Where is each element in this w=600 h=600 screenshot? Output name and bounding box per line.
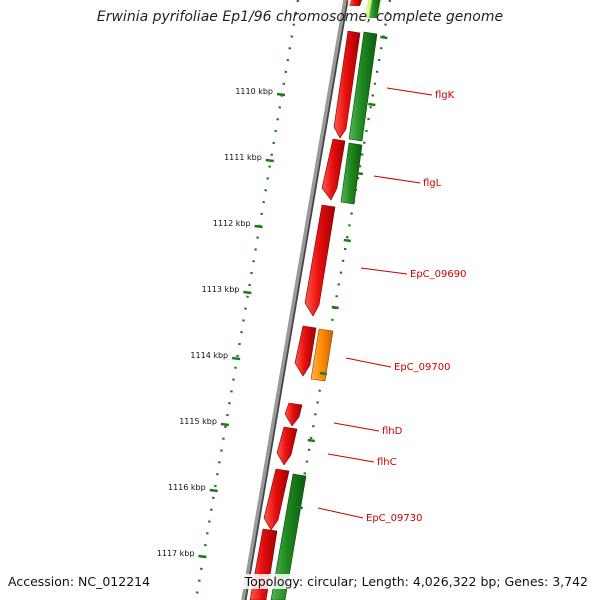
inner-track-mark [319,371,328,376]
gene-label-leader [333,422,380,432]
gene-label[interactable]: EpC_09690 [410,269,466,280]
gene-arrow [284,402,303,427]
inner-track-mark [368,102,376,107]
scale-tick [254,224,263,229]
scale-tick [243,290,252,295]
gene-label-leader [345,357,392,368]
gene-arrow [276,426,298,466]
gene-arrow [263,468,290,531]
scale-tick-label: 1110 kbp [235,87,273,96]
scale-tick [220,422,230,427]
scale-ticks: 1110 kbp 1111 kbp 1112 kbp 1113 kbp 1114 kbp… [157,35,388,559]
inner-track-mark [331,305,339,310]
scale-tick [265,158,274,163]
gene-label[interactable]: EpC_09730 [366,513,422,524]
gene-label[interactable]: flgK [435,90,455,101]
gene-label-leader [373,175,421,184]
gene-top-green-partial [369,0,380,18]
gene-label-leader [386,87,433,96]
gene-block [340,142,363,205]
topology-text: Topology: circular; Length: 4,026,322 bp… [242,574,590,589]
backbone [241,0,347,600]
gene-labels: flgK flgL EpC_09690 EpC_09700 flhD flhC EpC_09… [317,87,466,524]
accession-text: Accession: NC_012214 [8,574,151,589]
scale-tick-label: 1116 kbp [168,483,206,492]
inner-track-mark [343,238,351,243]
gene-label-leader [317,507,364,519]
scale-tick-label: 1117 kbp [157,549,195,558]
scale-tick-label: 1113 kbp [202,285,240,294]
gene-label[interactable]: EpC_09700 [394,362,450,373]
gene-label-leader [360,267,408,275]
gene-arrow [321,138,346,201]
inner-track-mark [307,438,315,443]
gene-label[interactable]: flhD [382,426,403,437]
inner-track-mark [295,505,303,510]
scale-tick [209,488,218,493]
gene-label[interactable]: flgL [423,178,442,189]
scale-tick-label: 1112 kbp [213,219,251,228]
inner-track-mark [355,171,364,176]
gene-label[interactable]: flhC [377,457,397,468]
gene-label-leader [327,453,375,463]
gene-arrow [304,204,336,317]
scale-tick-label: 1115 kbp [179,417,217,426]
gene-block [270,473,307,600]
inner-track-mark [380,35,388,40]
scale-tick [231,356,241,361]
map-title: Erwinia pyrifoliae Ep1/96 chromosome, co… [96,9,504,25]
gene-arrow [294,325,317,377]
gene-top-red-partial [349,0,362,6]
scale-tick-label: 1111 kbp [224,153,262,162]
scale-tick [198,554,207,559]
gene-block [348,31,378,142]
gene-arrow [333,30,361,139]
gene-block-orange [310,328,334,382]
scale-tick [276,92,286,97]
scale-tick-label: 1114 kbp [190,351,228,360]
